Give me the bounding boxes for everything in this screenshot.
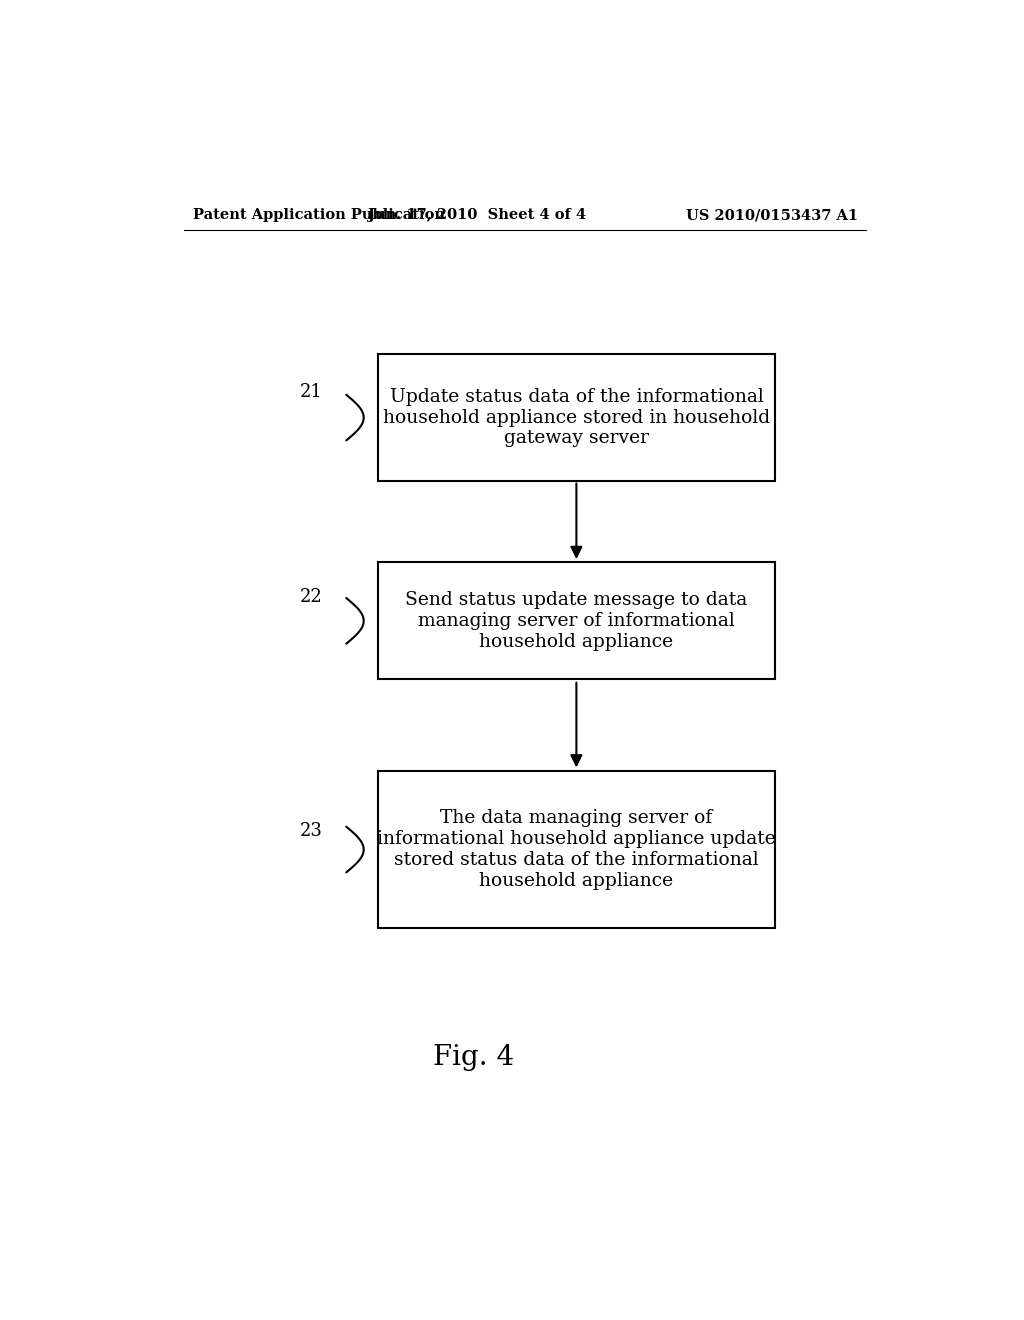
- Text: US 2010/0153437 A1: US 2010/0153437 A1: [686, 209, 858, 222]
- FancyBboxPatch shape: [378, 771, 775, 928]
- Text: 23: 23: [300, 822, 323, 841]
- Text: The data managing server of
informational household appliance update
stored stat: The data managing server of informationa…: [377, 809, 776, 890]
- FancyBboxPatch shape: [378, 354, 775, 480]
- Text: 22: 22: [300, 589, 323, 606]
- Text: 21: 21: [300, 383, 323, 401]
- Text: Patent Application Publication: Patent Application Publication: [194, 209, 445, 222]
- Text: Jun. 17, 2010  Sheet 4 of 4: Jun. 17, 2010 Sheet 4 of 4: [368, 209, 587, 222]
- Text: Update status data of the informational
household appliance stored in household
: Update status data of the informational …: [383, 388, 770, 447]
- Text: Fig. 4: Fig. 4: [433, 1044, 514, 1072]
- FancyBboxPatch shape: [378, 562, 775, 680]
- Text: Send status update message to data
managing server of informational
household ap: Send status update message to data manag…: [406, 591, 748, 651]
